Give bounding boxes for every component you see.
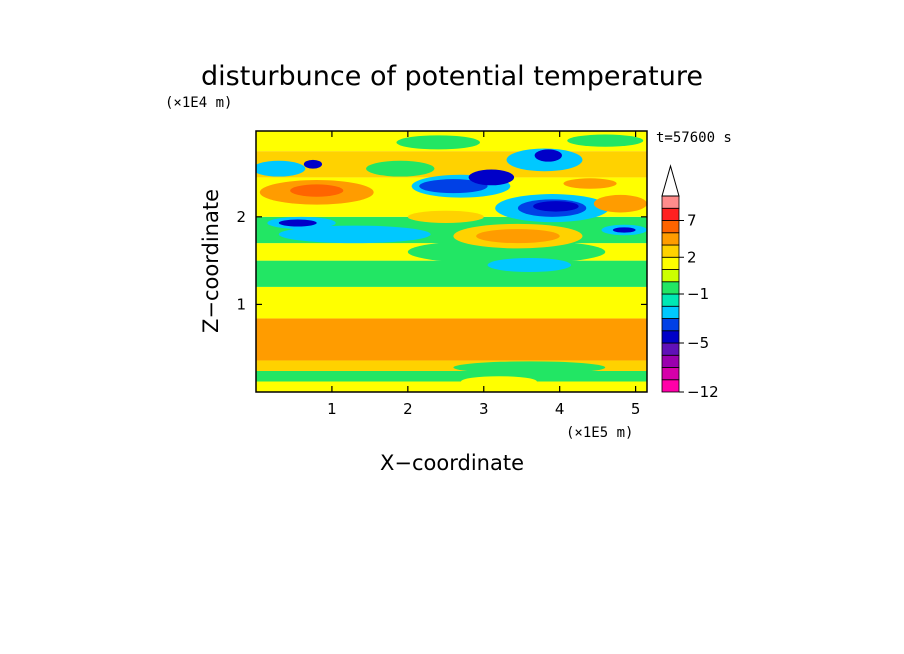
- contour-region-10: [278, 219, 317, 227]
- colorbar-segment: [661, 269, 680, 283]
- colorbar-segment: [661, 305, 680, 319]
- colorbar-segment: [661, 244, 680, 258]
- contour-region-0: [256, 328, 386, 360]
- contour-region-19: [290, 184, 344, 197]
- x-axis: 1 2 3 4 5: [327, 131, 640, 418]
- contour-region-5: [487, 257, 572, 273]
- colorbar: −12−5−127: [661, 164, 719, 401]
- contour-region-25: [366, 160, 435, 177]
- colorbar-tick-label: −12: [687, 383, 719, 401]
- x-axis-label: X−coordinate: [380, 451, 524, 475]
- colorbar-tick-label: 7: [687, 212, 697, 230]
- y-unit-label: (×1E4 m): [165, 95, 232, 111]
- contour-region-3: [460, 376, 537, 387]
- x-tick-label: 4: [555, 400, 565, 418]
- colorbar-segment: [661, 330, 680, 344]
- colorbar-segment: [661, 318, 680, 332]
- contour-region-23: [563, 178, 617, 189]
- colorbar-segment: [661, 281, 680, 295]
- colorbar-segment: [661, 342, 680, 356]
- colorbar-segment: [661, 367, 680, 381]
- contour-band-0: [256, 381, 647, 392]
- contour-features: [256, 134, 647, 387]
- contour-region-30: [567, 134, 644, 147]
- contour-region-12: [612, 227, 636, 233]
- y-axis-label: Z−coordinate: [199, 189, 223, 333]
- contour-region-29: [396, 135, 480, 150]
- contour-region-2: [453, 361, 606, 374]
- contour-region-28: [303, 159, 323, 169]
- chart-title: disturbunce of potential temperature: [201, 61, 703, 92]
- colorbar-segment: [661, 354, 680, 368]
- contour-band-1: [256, 370, 647, 382]
- colorbar-segment: [661, 195, 680, 209]
- colorbar-tick-label: −1: [687, 285, 709, 303]
- plot-frame: [255, 130, 648, 393]
- colorbar-segment: [661, 207, 680, 221]
- contour-region-22: [468, 169, 515, 186]
- contour-region-21: [419, 179, 488, 194]
- x-unit-label: (×1E5 m): [566, 425, 633, 441]
- colorbar-tick-label: −5: [687, 334, 709, 352]
- contour-band-2: [256, 360, 647, 371]
- colorbar-segment: [661, 220, 680, 234]
- contour-region-13: [407, 210, 484, 223]
- colorbar-tick-label: 2: [687, 248, 697, 266]
- contour-region-27: [534, 149, 562, 162]
- y-tick-label: 1: [236, 295, 246, 313]
- contour-region-8: [278, 225, 431, 244]
- contour-region-7: [476, 229, 560, 244]
- contour-band-5: [256, 260, 647, 287]
- y-tick-label: 2: [236, 208, 246, 226]
- contour-band-4: [256, 286, 647, 319]
- time-label: t=57600 s: [656, 130, 732, 146]
- contour-region-1: [468, 329, 575, 343]
- colorbar-segment: [661, 379, 680, 393]
- x-tick-label: 3: [479, 400, 489, 418]
- x-tick-label: 2: [403, 400, 413, 418]
- y-axis: 12: [236, 208, 647, 313]
- x-tick-label: 5: [631, 400, 641, 418]
- contour-plot-area: [256, 131, 647, 392]
- colorbar-extend-arrow: [661, 164, 680, 197]
- colorbar-segment: [661, 293, 680, 307]
- colorbar-segment: [661, 232, 680, 246]
- contour-region-24: [256, 160, 306, 177]
- contour-region-16: [533, 201, 579, 212]
- contour-region-17: [593, 194, 647, 213]
- colorbar-segment: [661, 256, 680, 270]
- x-tick-label: 1: [327, 400, 337, 418]
